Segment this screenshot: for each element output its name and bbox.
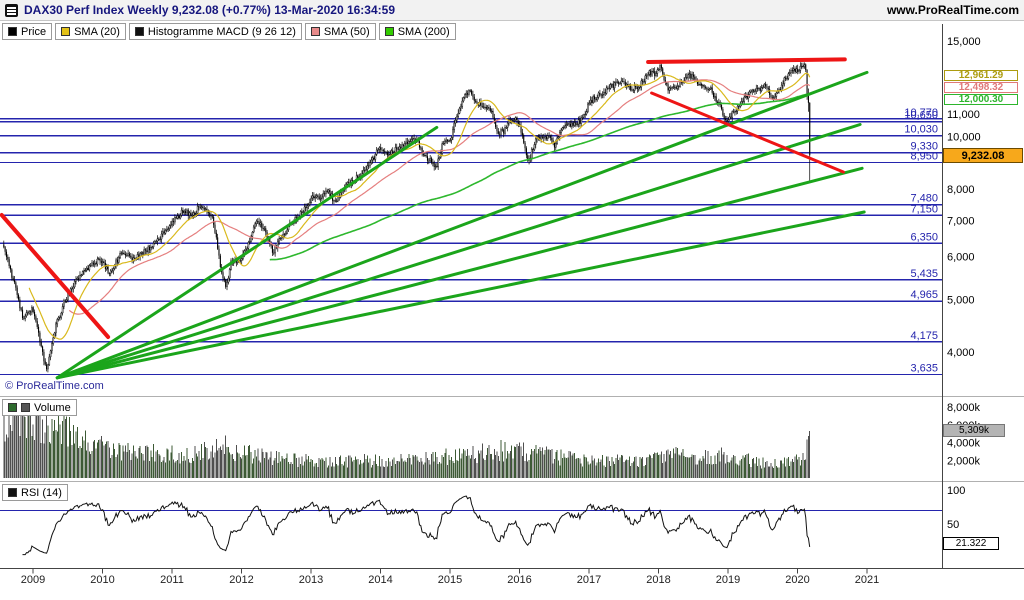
support-trendline: [55, 210, 866, 380]
support-level-label: 9,330: [910, 141, 938, 153]
legend-sma20[interactable]: SMA (20): [55, 23, 126, 40]
x-axis-year-label: 2009: [21, 574, 45, 586]
support-level-label: 7,480: [910, 193, 938, 205]
sma50-line: [68, 79, 811, 315]
x-axis-year-label: 2020: [785, 574, 809, 586]
price-axis-label: 10,000: [947, 131, 981, 143]
volume-axis-label: 8,000k: [947, 402, 981, 414]
price-axis-label: 15,000: [947, 36, 981, 48]
support-level-label: 5,435: [910, 268, 938, 280]
x-axis-year-label: 2016: [507, 574, 531, 586]
support-level-label: 6,350: [910, 231, 938, 243]
support-trendline: [55, 123, 862, 380]
x-axis-year-label: 2018: [646, 574, 670, 586]
support-level-label: 10,770: [904, 107, 938, 119]
x-axis-year-label: 2010: [90, 574, 114, 586]
volume-axis-label: 4,000k: [947, 438, 981, 450]
resistance-trendline: [650, 91, 845, 174]
sma50-swatch-icon: [310, 27, 320, 36]
resistance-trendline: [0, 213, 111, 339]
price-axis-label: 7,000: [947, 215, 975, 227]
x-axis-year-label: 2011: [160, 574, 184, 586]
support-level-label: 7,150: [910, 203, 938, 215]
last-rsi-box: 21.322: [943, 537, 999, 550]
resistance-trendline: [646, 57, 847, 64]
price-axis-label: 5,000: [947, 295, 975, 307]
macd-swatch-icon: [134, 27, 144, 36]
indicator-legend: Price SMA (20) Histogramme MACD (9 26 12…: [2, 23, 456, 40]
rsi-swatch-icon: [8, 488, 17, 497]
x-axis-year-label: 2012: [229, 574, 253, 586]
titlebar: DAX30 Perf Index Weekly 9,232.08 (+0.77%…: [0, 0, 1024, 21]
legend-price-label: Price: [21, 25, 47, 38]
volume-up-swatch-icon: [8, 403, 17, 412]
prorealtime-link[interactable]: www.ProRealTime.com: [886, 3, 1019, 17]
support-level-label: 10,030: [904, 124, 938, 136]
legend-sma200-label: SMA (200): [397, 25, 450, 38]
x-axis-year-label: 2015: [438, 574, 462, 586]
rsi-axis-label: 100: [947, 485, 965, 497]
support-level-label: 4,175: [910, 330, 938, 342]
volume-down-swatch-icon: [21, 403, 30, 412]
legend-macd[interactable]: Histogramme MACD (9 26 12): [128, 23, 302, 40]
sma200-value-box: 12,000.30: [944, 94, 1018, 105]
volume-axis-label: 2,000k: [947, 455, 981, 467]
volume-bars-down: [3, 404, 811, 478]
legend-sma50-label: SMA (50): [323, 25, 370, 38]
price-axis-label: 8,000: [947, 184, 975, 196]
legend-sma20-label: SMA (20): [74, 25, 120, 38]
sma50-value-box: 12,498.32: [944, 82, 1018, 93]
chart-menu-icon[interactable]: [5, 3, 18, 17]
support-level-label: 8,950: [910, 151, 938, 163]
legend-rsi[interactable]: RSI (14): [2, 484, 68, 501]
sma20-line: [28, 72, 811, 340]
sma200-swatch-icon: [384, 27, 394, 36]
price-swatch-icon: [8, 27, 17, 36]
support-level-label: 4,965: [910, 289, 938, 301]
support-trendline: [55, 125, 439, 380]
support-level-label: 10,650: [904, 110, 938, 122]
x-axis-year-label: 2021: [855, 574, 879, 586]
watermark: © ProRealTime.com: [5, 380, 104, 392]
x-axis-year-label: 2013: [299, 574, 323, 586]
legend-rsi-label: RSI (14): [21, 486, 62, 499]
legend-volume-label: Volume: [34, 401, 71, 414]
volume-bars-up: [24, 406, 805, 478]
legend-macd-label: Histogramme MACD (9 26 12): [147, 25, 296, 38]
support-level-label: 3,635: [910, 363, 938, 375]
x-axis-year-label: 2014: [368, 574, 392, 586]
legend-sma200[interactable]: SMA (200): [378, 23, 456, 40]
x-axis-year-label: 2019: [716, 574, 740, 586]
price-axis-label: 11,000: [947, 109, 980, 121]
legend-volume[interactable]: Volume: [2, 399, 77, 416]
sma20-value-box: 12,961.29: [944, 70, 1018, 81]
chart-title: DAX30 Perf Index Weekly 9,232.08 (+0.77%…: [24, 3, 395, 17]
price-axis-label: 4,000: [947, 347, 975, 359]
price-axis-label: 6,000: [947, 252, 975, 264]
last-volume-box: 5,309k: [943, 424, 1005, 437]
sma20-swatch-icon: [61, 27, 71, 36]
rsi-axis-label: 50: [947, 519, 959, 531]
x-axis-year-label: 2017: [577, 574, 601, 586]
support-trendline: [55, 166, 864, 380]
last-price-box: 9,232.08: [943, 148, 1023, 163]
support-trendline: [55, 70, 869, 380]
legend-sma50[interactable]: SMA (50): [304, 23, 376, 40]
sma200-line: [269, 93, 810, 261]
rsi-line: [22, 495, 811, 556]
legend-price[interactable]: Price: [2, 23, 53, 40]
